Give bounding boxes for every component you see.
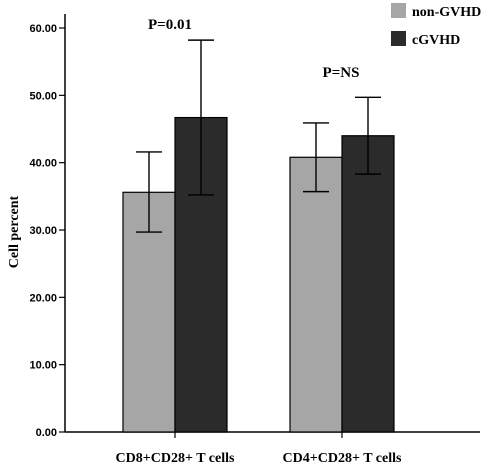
x-category-label: CD8+CD28+ T cells (116, 451, 235, 466)
y-tick-label: 30.00 (29, 225, 57, 237)
legend-swatch-cgvhd (391, 31, 406, 46)
x-category-label: CD4+CD28+ T cells (283, 451, 402, 466)
legend-swatch-non-gvhd (391, 3, 406, 18)
y-tick-label: 20.00 (29, 292, 57, 304)
annotation-p-cd4: P=NS (323, 65, 360, 81)
y-tick-label: 0.00 (36, 427, 57, 439)
y-tick-label: 60.00 (29, 23, 57, 35)
plot-area: 0.00 10.00 20.00 30.00 40.00 50.00 60.00 CD8+CD… (29, 14, 480, 466)
y-tick-label: 40.00 (29, 158, 57, 170)
bar-cgvhd-cd4 (341, 135, 395, 433)
y-tick-label: 50.00 (29, 90, 57, 102)
legend-label-cgvhd: cGVHD (412, 33, 460, 48)
y-tick-label: 10.00 (29, 360, 57, 372)
y-axis-label: Cell percent (7, 195, 22, 268)
annotation-p-cd8: P=0.01 (148, 17, 192, 33)
legend: non-GVHD cGVHD (391, 3, 481, 48)
bar-non-gvhd-cd4 (289, 156, 343, 433)
legend-label-non-gvhd: non-GVHD (412, 5, 481, 20)
